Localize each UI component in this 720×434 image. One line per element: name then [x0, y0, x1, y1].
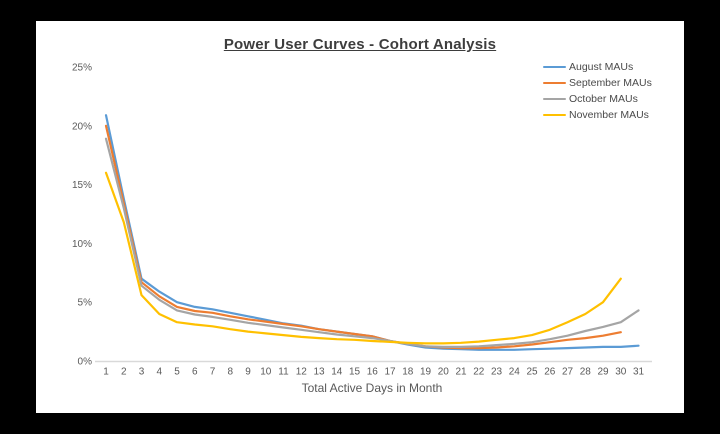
x-tick-label: 21: [455, 367, 467, 378]
x-tick-label: 16: [367, 367, 379, 378]
x-tick-label: 2: [121, 367, 127, 378]
x-tick-label: 14: [331, 367, 343, 378]
legend-swatch: [543, 65, 566, 69]
x-tick-label: 1: [103, 367, 109, 378]
x-tick-label: 18: [402, 367, 414, 378]
line-plot-area: 25%20%15%10%5%0%1 2 3 4 5 6 7 8 9 10 11 12 13 14 15 16 1…: [72, 63, 652, 378]
legend-item: August MAUs: [543, 61, 652, 73]
x-tick-label: 26: [544, 367, 556, 378]
y-tick-label: 15%: [72, 180, 92, 191]
x-tick-label: 4: [156, 367, 162, 378]
y-tick-label: 0%: [78, 357, 93, 368]
y-tick-label: 10%: [72, 239, 92, 250]
series-line-august-maus: [104, 114, 640, 351]
series-line-september-maus: [104, 124, 622, 350]
x-axis-title: Total Active Days in Month: [301, 381, 443, 395]
x-tick-label: 7: [210, 367, 216, 378]
legend-item: November MAUs: [543, 109, 652, 121]
x-tick-label: 13: [313, 367, 325, 378]
y-tick-label: 20%: [72, 121, 92, 132]
x-tick-label: 30: [615, 367, 627, 378]
legend-swatch: [543, 97, 566, 101]
x-tick-label: 19: [420, 367, 432, 378]
x-tick-label: 24: [509, 367, 521, 378]
x-tick-label: 3: [139, 367, 145, 378]
x-tick-label: 20: [438, 367, 450, 378]
x-tick-label: 15: [349, 367, 361, 378]
x-tick-label: 10: [260, 367, 272, 378]
chart-title: Power User Curves - Cohort Analysis: [223, 36, 497, 53]
legend-label: November MAUs: [569, 109, 649, 121]
x-tick-label: 5: [174, 367, 180, 378]
x-tick-label: 22: [473, 367, 485, 378]
x-tick-label: 11: [278, 367, 289, 378]
x-tick-label: 17: [384, 367, 396, 378]
y-tick-label: 25%: [72, 63, 92, 74]
x-tick-label: 25: [526, 367, 538, 378]
x-tick-label: 8: [227, 367, 233, 378]
x-tick-label: 12: [296, 367, 308, 378]
y-tick-label: 5%: [78, 298, 93, 309]
x-tick-label: 23: [491, 367, 503, 378]
x-tick-label: 6: [192, 367, 198, 378]
x-tick-label: 28: [580, 367, 592, 378]
legend-swatch: [543, 81, 566, 85]
legend-label: October MAUs: [569, 93, 638, 105]
x-tick-label: 31: [633, 367, 645, 378]
x-tick-label: 29: [597, 367, 609, 378]
chart-legend: August MAUs September MAUs October MAUs Nov…: [543, 61, 652, 121]
legend-item: September MAUs: [543, 77, 652, 89]
x-tick-label: 27: [562, 367, 574, 378]
chart-canvas: Power User Curves - Cohort Analysis 25% 2…: [36, 21, 684, 413]
series-line-november-maus: [104, 171, 622, 345]
legend-label: August MAUs: [569, 61, 634, 73]
legend-item: October MAUs: [543, 93, 652, 105]
legend-swatch: [543, 113, 566, 117]
x-tick-label: 9: [245, 367, 251, 378]
series-line-october-maus: [104, 137, 640, 348]
legend-label: September MAUs: [569, 77, 652, 89]
